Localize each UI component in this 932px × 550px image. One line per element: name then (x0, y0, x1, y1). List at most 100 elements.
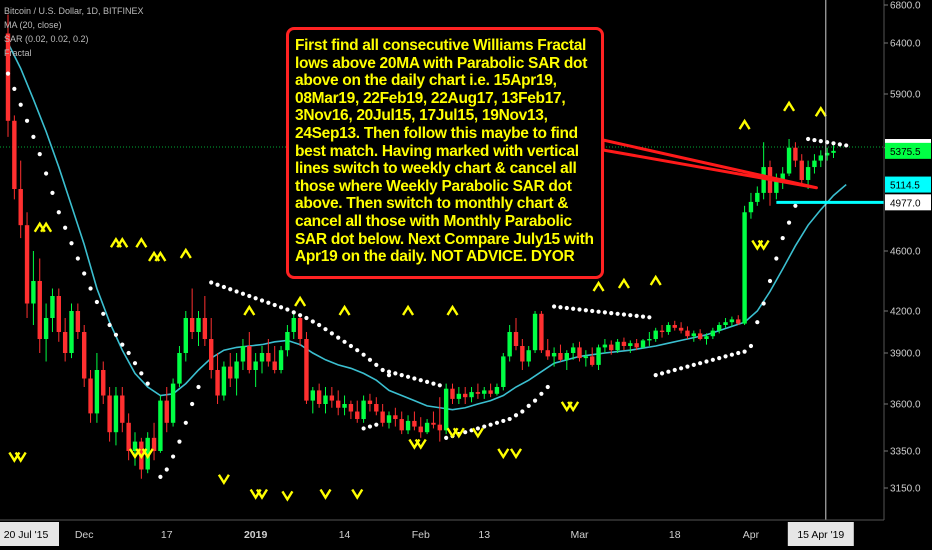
annotation-callout[interactable]: First find all consecutive Williams Frac… (286, 27, 604, 279)
sar-dot (621, 312, 627, 317)
y-tick-label: 4200.0 (890, 307, 921, 318)
sar-dot (259, 298, 265, 303)
candle-body (164, 400, 169, 423)
fractal-low-marker (14, 451, 27, 463)
candle-body (475, 392, 481, 394)
candle-body (507, 332, 512, 357)
candle-body (50, 296, 55, 318)
candle-body (215, 370, 220, 396)
candle-body (170, 383, 176, 423)
fractal-high-marker (135, 236, 148, 248)
fractal-low-marker (281, 490, 294, 502)
fractal-low-marker (497, 448, 510, 460)
candle-body (221, 366, 227, 396)
candle-body (602, 344, 608, 348)
y-tick-label: 3600.0 (890, 400, 921, 411)
candle-body (316, 390, 322, 404)
candle-body (240, 346, 246, 362)
indicator-fractal-label[interactable]: Fractal (4, 48, 32, 58)
sar-dot (342, 339, 347, 344)
sar-dot (774, 256, 779, 261)
candle-body (31, 281, 36, 304)
sar-dot (348, 343, 353, 349)
price-badge (885, 142, 931, 159)
sar-dot (818, 139, 823, 144)
candle-body (88, 378, 93, 414)
sar-dot (444, 435, 449, 440)
candle-body (805, 167, 811, 180)
candle-body (107, 395, 112, 433)
candle-body (113, 395, 119, 433)
candle-body (424, 422, 430, 433)
sar-dot (361, 352, 366, 357)
sar-dot (425, 379, 430, 384)
candle-body (831, 150, 836, 153)
sar-dot (386, 369, 392, 374)
sar-dot (361, 426, 366, 431)
candle-body (12, 120, 17, 190)
candle-body (272, 361, 277, 370)
indicator-ma-label[interactable]: MA (20, close) (4, 20, 62, 30)
indicator-sar-label[interactable]: SAR (0.02, 0.02, 0.2) (4, 34, 89, 44)
candle-body (539, 313, 544, 351)
candle-body (691, 333, 696, 337)
sar-dot (158, 474, 163, 479)
sar-dot (526, 403, 531, 408)
sar-dot (463, 430, 468, 435)
candle-body (278, 350, 284, 370)
sar-dot (717, 356, 722, 361)
sar-dot (278, 305, 284, 310)
sar-dot (571, 306, 576, 311)
candle-body (685, 330, 690, 337)
sar-dot (355, 348, 360, 353)
y-axis-background (884, 0, 932, 520)
sar-dot (698, 361, 703, 366)
x-axis-boxed-label: 20 Jul '15 (4, 529, 49, 541)
sar-dot (304, 315, 309, 321)
y-tick-label: 4600.0 (890, 247, 921, 258)
candle-body (742, 212, 747, 324)
candle-body (545, 350, 550, 357)
sar-dot (44, 171, 49, 176)
sar-dot (596, 309, 601, 314)
candle-body (228, 366, 233, 379)
sar-dot (653, 373, 658, 378)
symbol-title[interactable]: Bitcoin / U.S. Dollar, 1D, BITFINEX (4, 6, 144, 16)
sar-dot (513, 413, 519, 418)
sar-dot (393, 371, 398, 376)
x-axis[interactable]: 20 Jul '15 Dec 17 2019 14 Feb 13 Mar 18 Apr 15 Apr… (0, 519, 932, 550)
x-axis-label: Mar (570, 529, 589, 541)
y-axis[interactable]: 6800.06400.05900.05405.44600.04200.03900… (883, 0, 932, 520)
sar-dot (228, 287, 233, 292)
x-axis-label: 14 (339, 529, 351, 541)
candle-body (672, 325, 677, 328)
fractal-low-marker (471, 427, 484, 439)
sar-dot (552, 304, 557, 309)
sar-dot (564, 305, 569, 311)
candle-body (456, 393, 462, 399)
candle-body (177, 353, 182, 384)
sar-dot (583, 308, 588, 313)
sar-dot (723, 354, 728, 359)
candle-body (659, 330, 665, 332)
sar-dot (812, 137, 817, 143)
sar-dot (56, 210, 61, 215)
candle-body (348, 404, 354, 412)
fractal-low-marker (509, 448, 523, 460)
candle-body (463, 393, 468, 398)
x-axis-label: 2019 (244, 529, 268, 541)
candle-body (158, 400, 163, 451)
sar-dot (31, 134, 36, 139)
candle-body (615, 341, 620, 351)
sar-dot (215, 282, 220, 287)
candle-body (551, 353, 557, 357)
fractal-low-marker (567, 401, 580, 413)
sar-dot (659, 371, 665, 376)
candle-body (824, 152, 830, 156)
sar-dot (494, 420, 500, 425)
candle-body (704, 336, 709, 339)
sar-dot (132, 361, 138, 366)
candle-body (202, 318, 208, 339)
sar-dot (647, 315, 652, 320)
sar-dot (367, 424, 373, 429)
